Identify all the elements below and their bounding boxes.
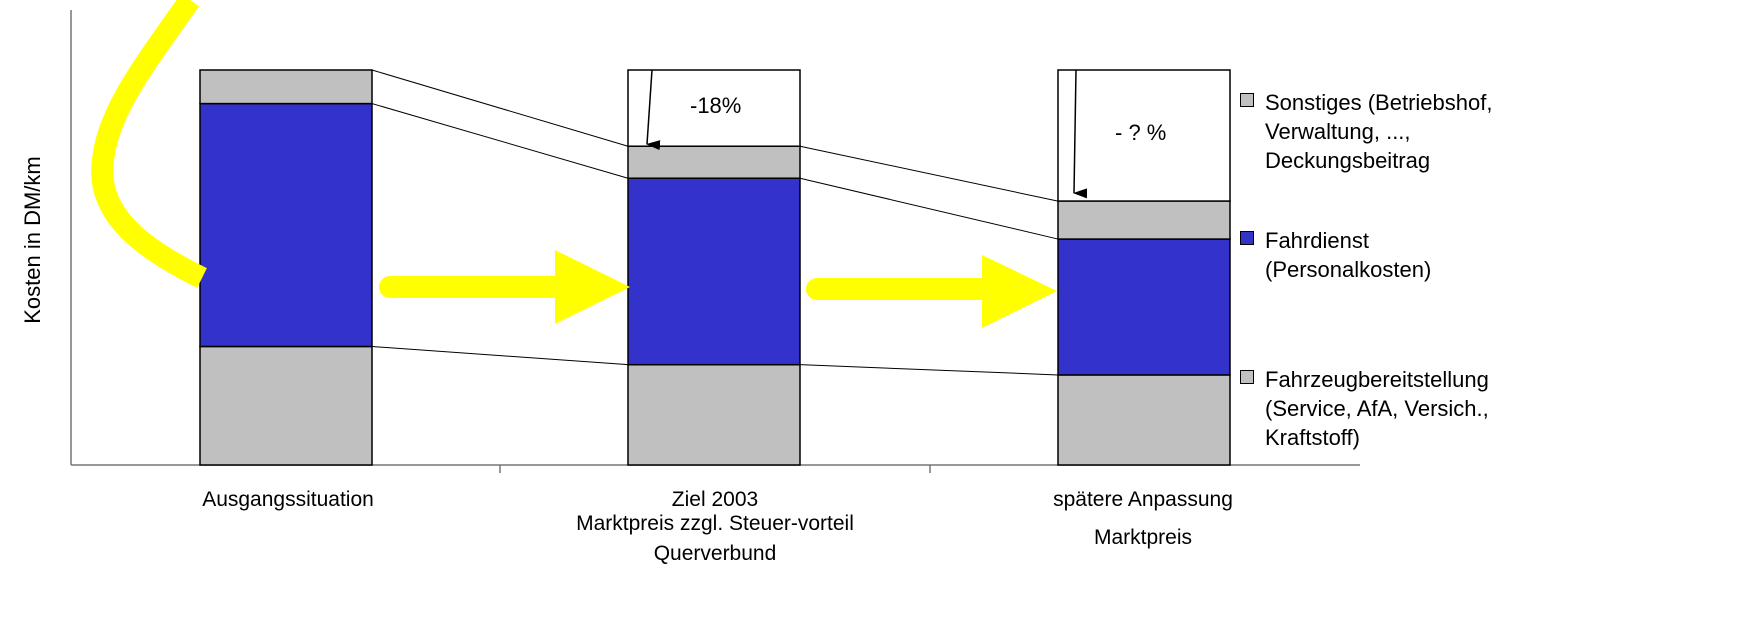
bar-segment-2-2	[1057, 200, 1231, 240]
reference-box-1	[627, 69, 801, 147]
yellow-arrow-head-1	[982, 255, 1057, 328]
category-label-0-line-1: Ausgangssituation	[202, 488, 374, 511]
category-label-1: Ziel 2003 Marktpreis zzgl. Steuer-vortei…	[515, 486, 915, 568]
connector-line-0-2	[371, 103, 629, 179]
legend-swatch-fahrzeugbereitstellung	[1240, 370, 1254, 384]
legend-swatch-fahrdienst	[1240, 231, 1254, 245]
category-label-2-line-2: Marktpreis	[1093, 526, 1193, 549]
yellow-curved-arrow	[91, 0, 207, 288]
reduction-arrow-0	[646, 69, 661, 151]
category-label-2: spätere Anpassung Marktpreis	[1043, 486, 1243, 552]
bar-segment-0-0	[199, 345, 373, 466]
yellow-arrow-head-0	[555, 250, 630, 324]
category-label-1-line-2: Marktpreis zzgl. Steuer-vorteil	[576, 512, 854, 535]
reduction-arrow-1	[1073, 69, 1088, 199]
connector-line-1-1	[799, 364, 1059, 376]
bar-segment-1-1	[627, 177, 801, 366]
category-label-1-line-1: Ziel 2003	[671, 488, 759, 511]
y-axis-label-text: Kosten in DM/km	[19, 156, 45, 324]
legend-label-sonstiges: Sonstiges (Betriebshof, Verwaltung, ...,…	[1265, 90, 1493, 173]
connector-line-1-2	[799, 177, 1059, 240]
y-axis-label: Kosten in DM/km	[10, 90, 55, 390]
bar-segment-2-0	[1057, 374, 1231, 466]
category-label-1-line-3: Querverbund	[653, 542, 777, 565]
reduction-annotation-0: -18%	[690, 93, 742, 118]
connector-line-1-3	[799, 145, 1059, 202]
bar-segment-0-1	[199, 102, 373, 348]
bar-segment-1-2	[627, 145, 801, 179]
bar-segment-1-0	[627, 363, 801, 466]
category-label-2-line-1: spätere Anpassung	[1053, 488, 1233, 511]
legend-swatch-sonstiges	[1240, 93, 1254, 107]
legend-label-fahrdienst: Fahrdienst (Personalkosten)	[1265, 228, 1432, 282]
bar-segment-2-1	[1057, 238, 1231, 376]
reduction-annotation-1: - ? %	[1115, 120, 1167, 145]
connector-line-0-3	[371, 69, 629, 147]
legend-label-fahrzeugbereitstellung: Fahrzeugbereitstellung (Service, AfA, Ve…	[1265, 367, 1489, 450]
connector-line-0-1	[371, 346, 629, 366]
category-label-0: Ausgangssituation	[188, 486, 388, 514]
bar-segment-0-2	[199, 69, 373, 105]
